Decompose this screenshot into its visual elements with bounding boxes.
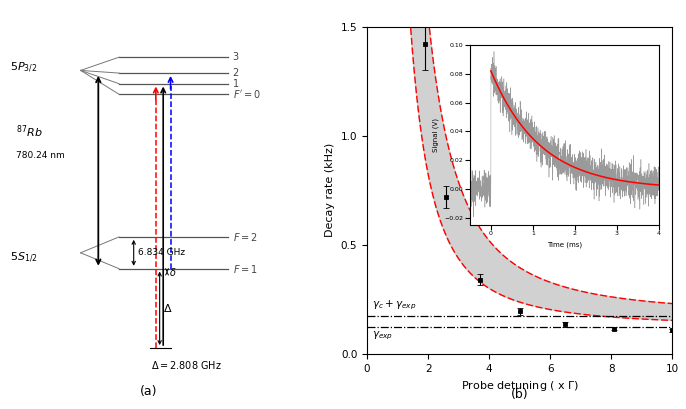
Text: $F=2$: $F=2$ [233, 231, 257, 243]
Text: $^{87}Rb$: $^{87}Rb$ [16, 123, 43, 140]
Y-axis label: Decay rate (kHz): Decay rate (kHz) [325, 143, 335, 237]
Text: 780.24 nm: 780.24 nm [16, 151, 64, 160]
X-axis label: Probe detuning ( x $\Gamma$): Probe detuning ( x $\Gamma$) [460, 379, 579, 393]
Text: $5P_{3/2}$: $5P_{3/2}$ [10, 61, 37, 75]
Text: $\gamma_{exp}$: $\gamma_{exp}$ [372, 330, 393, 342]
Y-axis label: Signal (V): Signal (V) [433, 118, 439, 152]
Text: $\Delta = 2.808$ GHz: $\Delta = 2.808$ GHz [152, 359, 222, 371]
Text: $\Delta$: $\Delta$ [163, 302, 172, 314]
Text: (a): (a) [140, 385, 157, 398]
Text: 6.834 GHz: 6.834 GHz [138, 248, 185, 257]
Text: (b): (b) [511, 388, 528, 401]
Text: $F'=0$: $F'=0$ [233, 88, 261, 100]
Text: $\gamma_c + \gamma_{exp}$: $\gamma_c + \gamma_{exp}$ [372, 298, 416, 312]
X-axis label: Time (ms): Time (ms) [547, 242, 582, 248]
Text: $\delta$: $\delta$ [169, 266, 177, 278]
Text: $5S_{1/2}$: $5S_{1/2}$ [10, 251, 38, 265]
Text: 1: 1 [233, 79, 239, 89]
Text: 3: 3 [233, 52, 239, 62]
Text: 2: 2 [233, 68, 239, 78]
Text: $F=1$: $F=1$ [233, 263, 257, 275]
